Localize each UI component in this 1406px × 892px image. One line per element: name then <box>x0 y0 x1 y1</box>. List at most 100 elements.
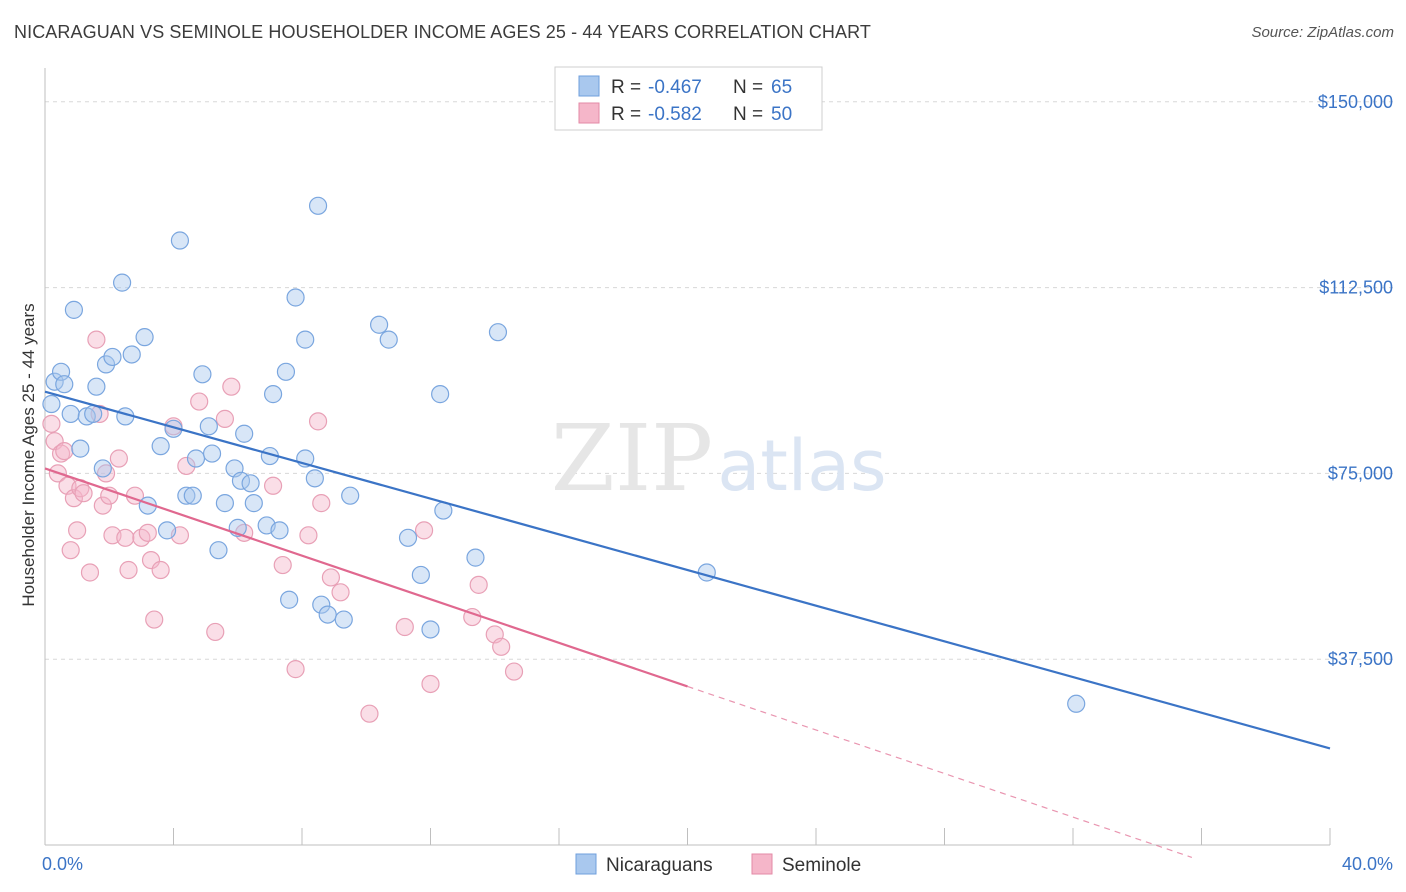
stats-legend-n-label-1: N = <box>733 104 763 125</box>
y-tick-label-0: $37,500 <box>1328 649 1393 669</box>
seminole-point-15 <box>96 464 116 483</box>
nicaraguans-point-42 <box>286 288 305 307</box>
nicaraguans-point-52 <box>379 330 398 349</box>
seminole-point-37 <box>286 660 305 679</box>
seminole-point-4 <box>55 441 74 461</box>
watermark-zip: ZIP <box>551 405 713 512</box>
nicaraguans-point-28 <box>209 541 228 560</box>
nicaraguans-point-40 <box>276 362 296 381</box>
nicaraguans-point-53 <box>398 528 418 547</box>
stats-legend-n-label-0: N = <box>733 77 763 98</box>
nicaraguans-point-38 <box>263 385 283 404</box>
seminole-point-33 <box>222 377 241 396</box>
nicaraguans-point-5 <box>64 300 84 319</box>
seminole-point-25 <box>145 610 164 629</box>
nicaraguans-point-23 <box>183 486 202 505</box>
seminole-trend-extension <box>687 685 1193 858</box>
seminole-point-48 <box>469 575 488 594</box>
stats-legend: R = -0.467 N = 65 R = -0.582 N = 50 <box>554 66 823 131</box>
seminole-point-32 <box>215 409 234 428</box>
seminole-point-40 <box>312 494 331 513</box>
nicaraguans-point-47 <box>312 595 331 614</box>
legend-label-nicaraguans: Nicaraguans <box>606 855 713 876</box>
nicaraguans-point-61 <box>1067 694 1086 713</box>
seminole-point-24 <box>141 550 161 570</box>
seminole-point-23 <box>138 523 157 542</box>
seminole-point-11 <box>80 563 100 582</box>
seminole-point-6 <box>61 541 80 560</box>
nicaraguans-trend-line <box>44 390 1331 750</box>
seminole-point-50 <box>492 637 511 656</box>
nicaraguans-point-9 <box>87 377 106 396</box>
stats-legend-swatch-pink <box>578 102 600 124</box>
seminole-point-12 <box>87 330 106 349</box>
seminole-trend-line <box>44 467 688 688</box>
gridlines <box>45 101 1395 660</box>
stats-legend-r-value-0: -0.467 <box>648 77 702 98</box>
seminole-point-7 <box>64 489 84 508</box>
nicaraguans-point-45 <box>305 469 324 488</box>
stats-legend-r-value-1: -0.582 <box>648 104 702 125</box>
nicaraguans-point-35 <box>244 494 263 513</box>
nicaraguans-point-16 <box>135 328 154 347</box>
nicaraguans-point-33 <box>235 424 254 443</box>
nicaraguans-point-55 <box>421 620 440 639</box>
seminole-point-42 <box>331 583 350 602</box>
nicaraguans-point-15 <box>122 345 141 364</box>
nicaraguans-points <box>42 196 1086 713</box>
stats-legend-n-value-0: 65 <box>771 77 792 98</box>
nicaraguans-point-6 <box>71 439 90 458</box>
nicaraguans-point-50 <box>341 486 360 505</box>
seminole-point-18 <box>109 449 128 468</box>
seminole-point-36 <box>273 555 292 575</box>
seminole-point-30 <box>190 392 209 411</box>
stats-legend-r-label-0: R = <box>611 77 641 98</box>
y-tick-label-2: $112,500 <box>1319 278 1393 298</box>
watermark: ZIP atlas <box>551 405 887 512</box>
stats-legend-r-label-1: R = <box>611 104 641 125</box>
nicaraguans-point-58 <box>466 548 485 567</box>
seminole-point-26 <box>151 560 170 580</box>
y-axis-label: Householder Income Ages 25 - 44 years <box>19 303 38 606</box>
seminole-point-35 <box>263 476 283 495</box>
nicaraguans-point-25 <box>193 365 212 384</box>
nicaraguans-point-18 <box>151 437 170 456</box>
x-tick-label-0: 0.0% <box>42 854 83 874</box>
nicaraguans-point-11 <box>96 355 116 374</box>
source-credit: Source: ZipAtlas.com <box>1251 24 1394 41</box>
nicaraguans-point-29 <box>215 494 234 513</box>
legend-swatch-seminole <box>751 853 773 875</box>
nicaraguans-point-59 <box>488 323 508 342</box>
seminole-point-46 <box>421 674 440 694</box>
seminole-point-3 <box>51 444 71 463</box>
nicaraguans-point-44 <box>296 330 315 349</box>
nicaraguans-point-8 <box>84 404 103 424</box>
seminole-point-43 <box>360 704 379 723</box>
series-legend: Nicaraguans Seminole <box>575 853 861 876</box>
seminole-point-19 <box>116 528 135 547</box>
trend-lines <box>44 390 1331 858</box>
seminole-point-41 <box>321 568 341 587</box>
seminole-points <box>42 330 524 723</box>
nicaraguans-point-49 <box>334 610 353 629</box>
stats-legend-n-value-1: 50 <box>771 104 792 125</box>
seminole-point-8 <box>68 521 87 540</box>
nicaraguans-point-21 <box>170 231 190 250</box>
nicaraguans-point-48 <box>318 605 337 624</box>
seminole-point-51 <box>504 662 524 681</box>
y-tick-label-3: $150,000 <box>1318 92 1393 112</box>
nicaraguans-point-13 <box>112 273 132 292</box>
nicaraguans-point-24 <box>186 449 206 468</box>
legend-swatch-nicaraguans <box>575 853 597 875</box>
nicaraguans-point-41 <box>280 590 299 609</box>
nicaraguans-point-56 <box>431 385 450 404</box>
nicaraguans-point-4 <box>61 404 80 424</box>
nicaraguans-point-19 <box>157 521 177 540</box>
seminole-point-29 <box>177 456 196 476</box>
nicaraguans-point-10 <box>93 459 112 478</box>
nicaraguans-point-22 <box>177 486 196 505</box>
nicaraguans-point-3 <box>55 375 74 394</box>
nicaraguans-point-34 <box>241 474 260 493</box>
seminole-point-10 <box>74 484 93 503</box>
